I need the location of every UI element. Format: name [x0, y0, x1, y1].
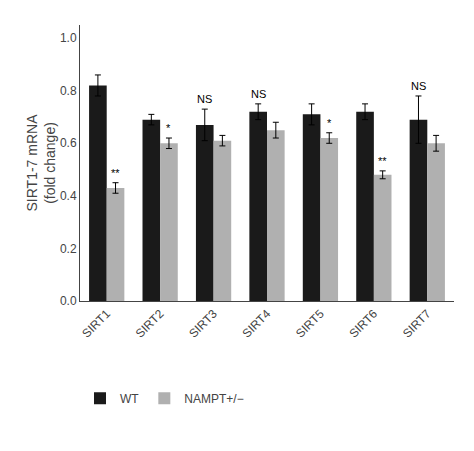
- svg-text:NAMPT+/−: NAMPT+/−: [184, 392, 243, 406]
- svg-text:SIRT5: SIRT5: [293, 307, 327, 341]
- svg-text:0.6: 0.6: [60, 136, 77, 150]
- svg-text:SIRT1: SIRT1: [79, 307, 113, 341]
- svg-text:SIRT2: SIRT2: [133, 307, 167, 341]
- svg-text:**: **: [111, 167, 120, 179]
- svg-text:SIRT6: SIRT6: [346, 307, 380, 341]
- svg-text:NS: NS: [411, 80, 426, 92]
- svg-text:0.2: 0.2: [60, 242, 77, 256]
- svg-text:0.4: 0.4: [60, 189, 77, 203]
- svg-text:SIRT4: SIRT4: [240, 307, 274, 341]
- svg-text:NS: NS: [197, 93, 212, 105]
- svg-text:0.0: 0.0: [60, 294, 77, 308]
- svg-text:**: **: [378, 155, 387, 167]
- svg-text:*: *: [166, 122, 171, 134]
- svg-text:WT: WT: [120, 392, 139, 406]
- svg-text:SIRT7: SIRT7: [400, 307, 434, 341]
- svg-text:1.0: 1.0: [60, 31, 77, 45]
- svg-text:*: *: [327, 117, 332, 129]
- svg-text:0.8: 0.8: [60, 84, 77, 98]
- svg-text:SIRT3: SIRT3: [186, 307, 220, 341]
- svg-text:NS: NS: [251, 88, 266, 100]
- svg-text:SIRT1-7 mRNA(fold change): SIRT1-7 mRNA(fold change): [24, 114, 58, 212]
